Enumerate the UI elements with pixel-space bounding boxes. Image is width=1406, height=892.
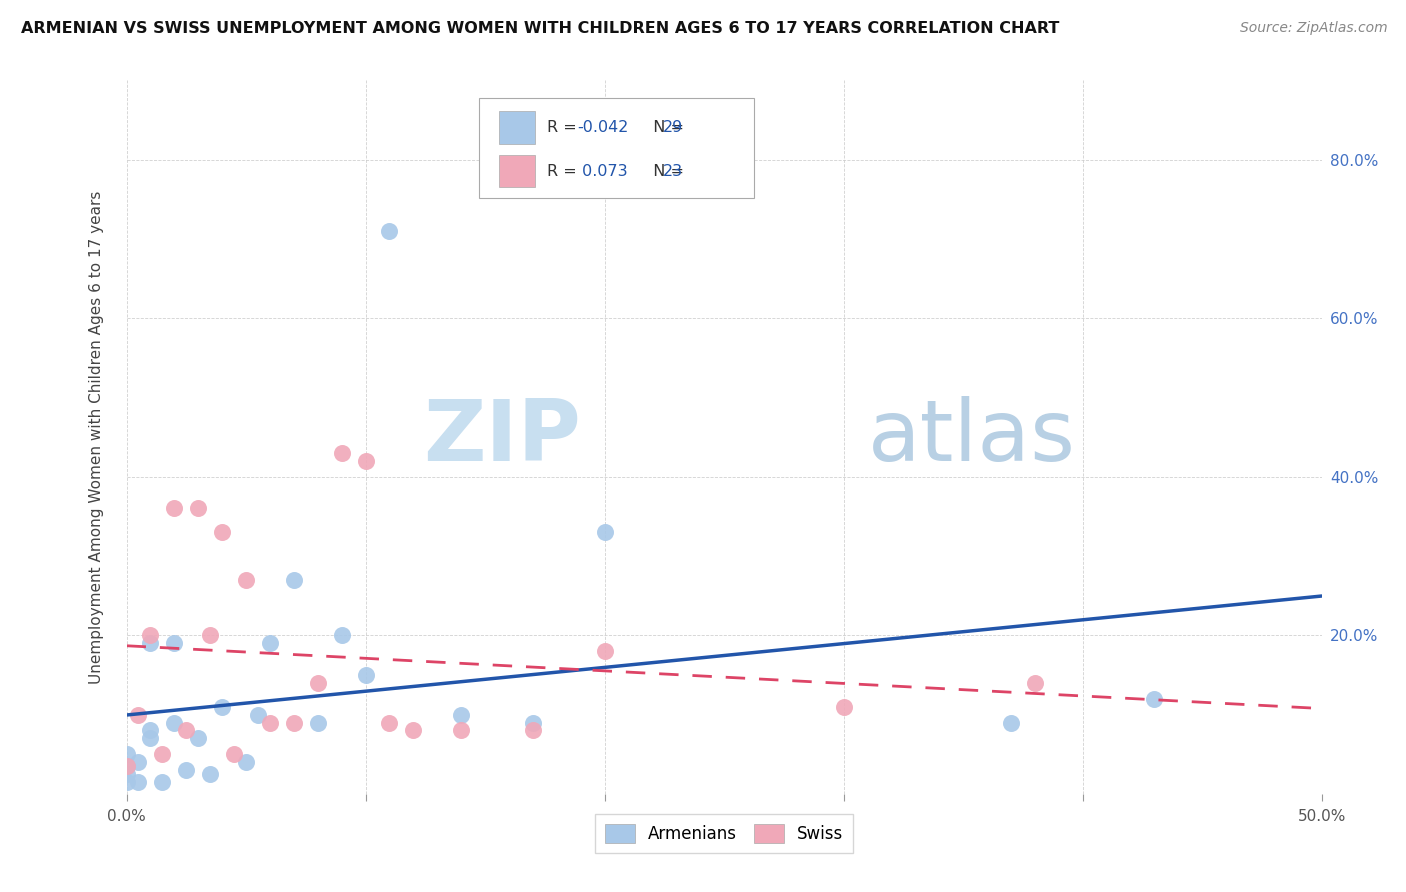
Text: 0.073: 0.073 [576,164,627,178]
Point [174,723,197,738]
Point [139,723,162,738]
Text: Source: ZipAtlas.com: Source: ZipAtlas.com [1240,21,1388,35]
Point [150,775,174,789]
Point [127,755,149,769]
Point [115,747,138,762]
Point [283,715,305,730]
Point [1024,676,1046,690]
Text: 23: 23 [664,164,683,178]
Point [139,636,162,650]
Text: ZIP: ZIP [423,395,581,479]
Point [150,747,174,762]
Point [593,525,616,540]
Point [378,224,401,238]
Text: -0.042: -0.042 [576,120,628,136]
Point [259,715,281,730]
Point [127,775,149,789]
Point [307,676,329,690]
Point [1000,715,1022,730]
Legend: Armenians, Swiss: Armenians, Swiss [595,814,853,854]
Point [235,573,257,587]
Point [1143,691,1166,706]
Point [211,699,233,714]
Point [259,636,281,650]
Point [522,723,544,738]
Text: ARMENIAN VS SWISS UNEMPLOYMENT AMONG WOMEN WITH CHILDREN AGES 6 TO 17 YEARS CORR: ARMENIAN VS SWISS UNEMPLOYMENT AMONG WOM… [21,21,1060,36]
Point [450,707,472,722]
Text: R =: R = [547,164,582,178]
Point [115,759,138,773]
Point [115,775,138,789]
Point [139,731,162,746]
Point [127,707,149,722]
Point [115,759,138,773]
Point [200,628,222,642]
Point [200,767,222,781]
Y-axis label: Unemployment Among Women with Children Ages 6 to 17 years: Unemployment Among Women with Children A… [90,190,104,684]
Point [187,501,209,516]
Point [522,715,544,730]
Point [163,501,186,516]
Point [235,755,257,769]
Text: N =: N = [643,120,689,136]
Point [163,715,186,730]
Point [378,715,401,730]
Point [211,525,233,540]
FancyBboxPatch shape [499,155,536,187]
Point [139,628,162,642]
Point [174,763,197,777]
Text: N =: N = [643,164,689,178]
Point [115,767,138,781]
Point [222,747,246,762]
Point [402,723,425,738]
Point [593,644,616,658]
Point [330,446,353,460]
Text: atlas: atlas [868,395,1076,479]
Point [247,707,270,722]
Point [330,628,353,642]
Point [354,668,377,682]
Point [832,699,855,714]
Text: R =: R = [547,120,582,136]
Point [307,715,329,730]
FancyBboxPatch shape [499,112,536,144]
FancyBboxPatch shape [479,98,754,198]
Point [354,454,377,468]
Point [450,723,472,738]
Point [283,573,305,587]
Text: 29: 29 [664,120,683,136]
Point [163,636,186,650]
Point [187,731,209,746]
